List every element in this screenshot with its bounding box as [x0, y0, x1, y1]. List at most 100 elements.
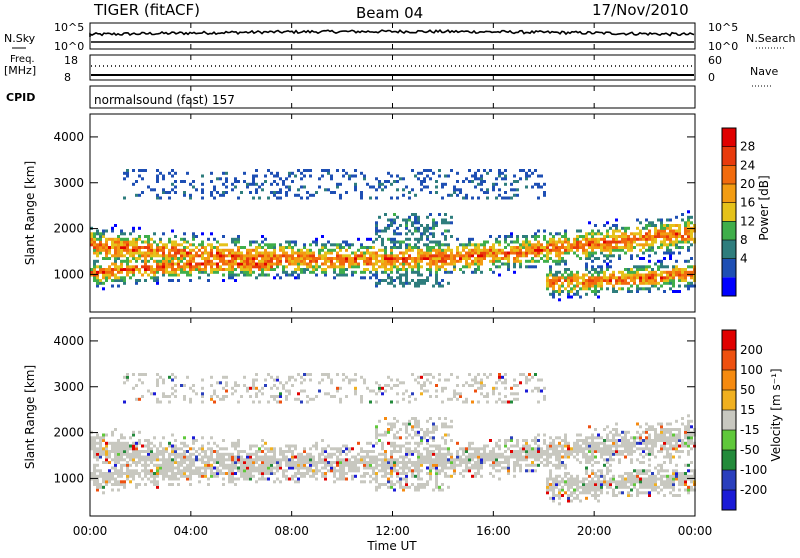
power-cell [585, 282, 588, 285]
power-cell [549, 271, 552, 274]
power-cell [216, 271, 219, 274]
velocity-cell [483, 447, 486, 450]
velocity-cell [546, 464, 549, 467]
power-cell [567, 296, 570, 299]
power-cell [303, 252, 306, 255]
power-cell [381, 243, 384, 246]
velocity-cell [468, 461, 471, 464]
power-cell [144, 257, 147, 260]
velocity-cell [243, 450, 246, 453]
velocity-cell [504, 467, 507, 470]
power-cell [576, 285, 579, 288]
power-cell [225, 177, 228, 180]
velocity-cell [210, 447, 213, 450]
power-cell [333, 249, 336, 252]
power-cell [258, 197, 261, 200]
velocity-cell [237, 456, 240, 459]
velocity-cell [120, 483, 123, 486]
velocity-cell [153, 472, 156, 475]
power-cell [408, 263, 411, 266]
power-cell [486, 249, 489, 252]
power-cell [549, 293, 552, 296]
velocity-cell [270, 472, 273, 475]
power-cell [597, 241, 600, 244]
power-cell [135, 238, 138, 241]
power-cell [210, 252, 213, 255]
velocity-cell [504, 379, 507, 382]
power-cell [687, 271, 690, 274]
velocity-cell [621, 480, 624, 483]
power-cell [411, 188, 414, 191]
velocity-cell [363, 458, 366, 461]
power-cell [648, 230, 651, 233]
power-cell [648, 287, 651, 290]
velocity-cell [405, 483, 408, 486]
velocity-cell [372, 469, 375, 472]
velocity-cell [540, 461, 543, 464]
power-cell [243, 254, 246, 257]
power-cell [141, 246, 144, 249]
power-cell [624, 268, 627, 271]
power-cell [474, 249, 477, 252]
velocity-cell [339, 461, 342, 464]
power-cell [618, 282, 621, 285]
velocity-cell [144, 461, 147, 464]
power-cell [264, 249, 267, 252]
velocity-cell [465, 398, 468, 401]
velocity-cell [285, 381, 288, 384]
velocity-cell [303, 458, 306, 461]
power-cell [450, 194, 453, 197]
power-cell [432, 263, 435, 266]
power-cell [543, 246, 546, 249]
velocity-cell [270, 450, 273, 453]
velocity-cell [600, 491, 603, 494]
power-cell [504, 252, 507, 255]
power-cell [195, 265, 198, 268]
power-cell [483, 243, 486, 246]
power-cell [471, 249, 474, 252]
velocity-cell [558, 464, 561, 467]
power-cell [294, 257, 297, 260]
power-cell [615, 235, 618, 238]
power-cell [375, 197, 378, 200]
power-cell [360, 254, 363, 257]
velocity-cell [333, 472, 336, 475]
power-cell [546, 246, 549, 249]
power-cell [132, 183, 135, 186]
velocity-cell [369, 461, 372, 464]
velocity-cell [117, 456, 120, 459]
power-cell [639, 276, 642, 279]
power-cell [276, 191, 279, 194]
power-cell [420, 282, 423, 285]
power-cell [363, 257, 366, 260]
power-cell [246, 252, 249, 255]
power-cell [600, 276, 603, 279]
velocity-cell [249, 464, 252, 467]
colorbar-tick-label: 12 [740, 214, 755, 228]
velocity-cell [573, 483, 576, 486]
power-cell [177, 263, 180, 266]
velocity-cell [471, 379, 474, 382]
power-cell [624, 282, 627, 285]
velocity-cell [549, 436, 552, 439]
power-cell [135, 268, 138, 271]
power-cell [141, 260, 144, 263]
velocity-cell [186, 450, 189, 453]
velocity-cell [480, 447, 483, 450]
power-cell [612, 271, 615, 274]
velocity-cell [114, 428, 117, 431]
velocity-cell [123, 436, 126, 439]
power-cell [111, 263, 114, 266]
power-cell [285, 194, 288, 197]
velocity-cell [111, 478, 114, 481]
velocity-cell [147, 450, 150, 453]
power-cell [573, 238, 576, 241]
velocity-cell [135, 447, 138, 450]
power-cell [576, 274, 579, 277]
power-cell [435, 252, 438, 255]
power-cell [630, 232, 633, 235]
power-cell [549, 282, 552, 285]
velocity-cell [489, 373, 492, 376]
power-cell [216, 268, 219, 271]
velocity-cell [546, 461, 549, 464]
